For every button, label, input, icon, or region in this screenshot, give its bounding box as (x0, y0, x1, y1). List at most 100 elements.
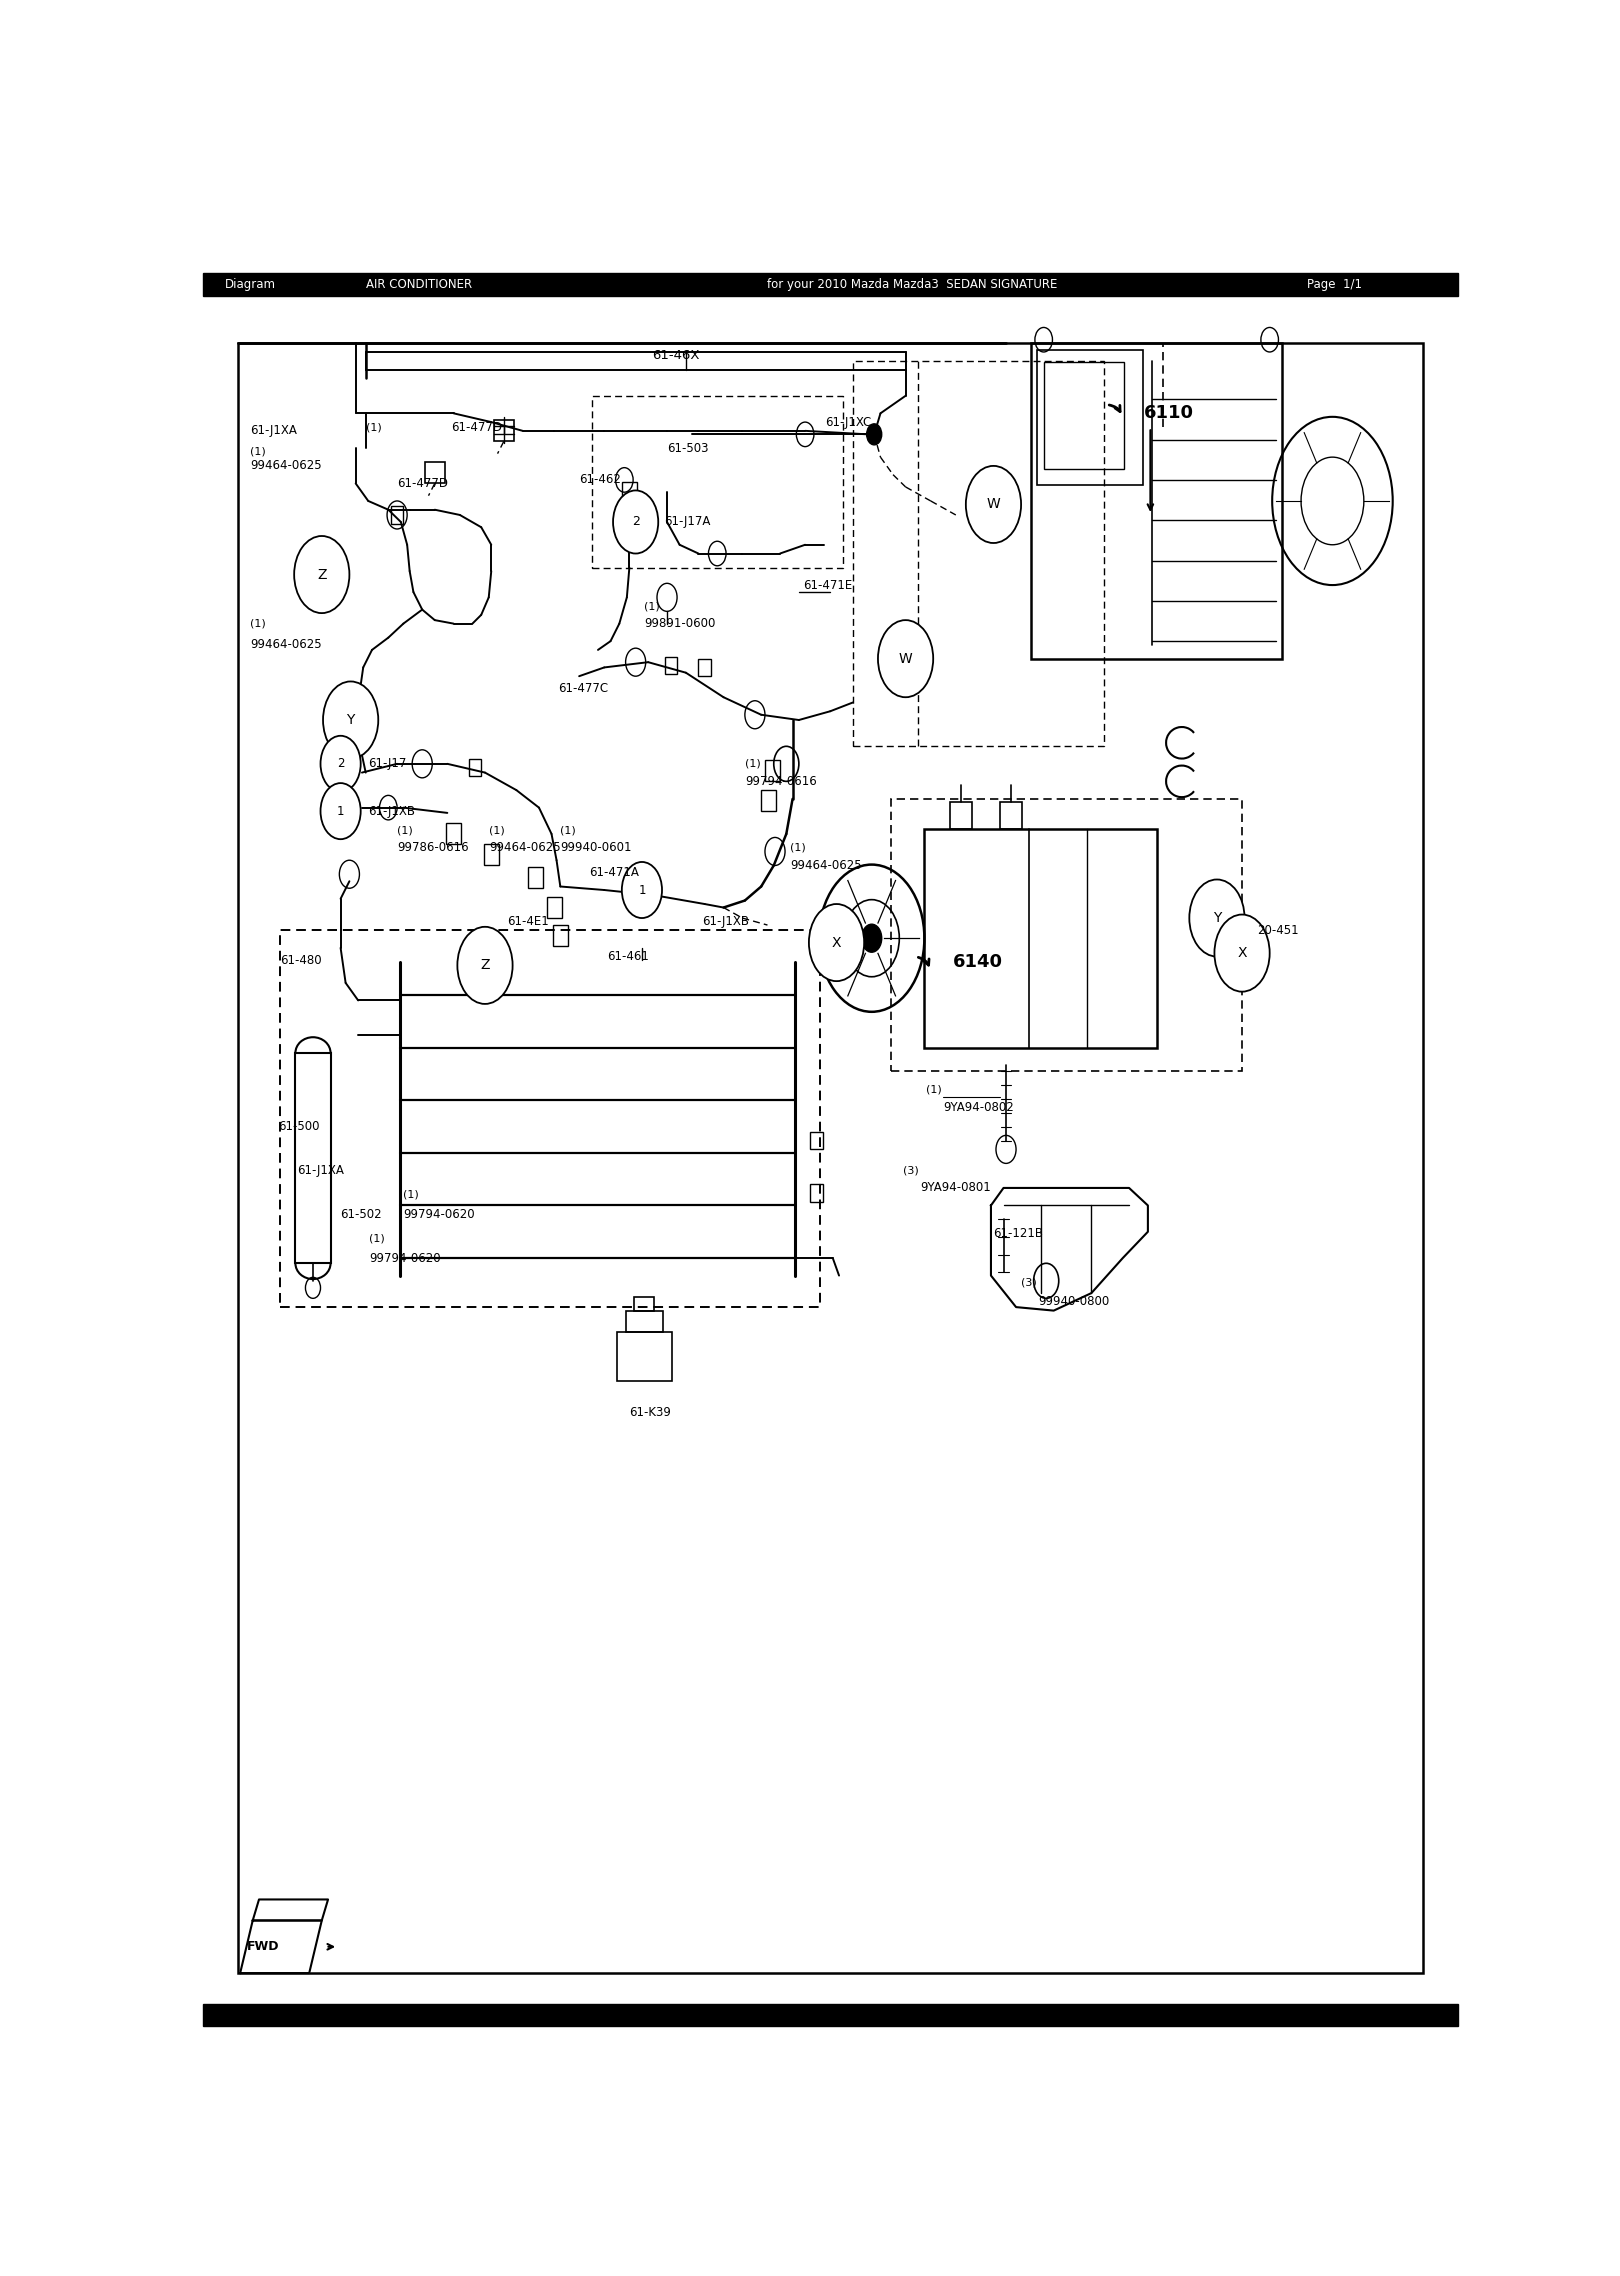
Circle shape (322, 681, 377, 758)
Text: 99794-0620: 99794-0620 (369, 1252, 441, 1265)
Circle shape (457, 926, 512, 1004)
Text: Diagram: Diagram (225, 278, 275, 291)
Text: 61-471A: 61-471A (590, 865, 638, 879)
Text: Y: Y (347, 712, 355, 726)
Text: 61-462: 61-462 (580, 473, 620, 487)
Text: 61-471E: 61-471E (802, 578, 852, 592)
Bar (494, 421, 514, 442)
Circle shape (1189, 879, 1244, 956)
Bar (295, 1054, 330, 1263)
Text: 9YA94-0802: 9YA94-0802 (943, 1102, 1014, 1113)
Text: 99940-0800: 99940-0800 (1038, 1295, 1110, 1309)
Text: 99464-0625: 99464-0625 (249, 637, 322, 651)
Text: 61-J17A: 61-J17A (664, 514, 711, 528)
Bar (852, 362, 1103, 747)
Text: (1): (1) (925, 1086, 941, 1095)
Text: FWD: FWD (246, 1939, 279, 1953)
Text: (1): (1) (366, 423, 381, 432)
Text: (1): (1) (249, 446, 266, 457)
Circle shape (321, 735, 361, 792)
Text: 61-502: 61-502 (340, 1209, 382, 1220)
Text: 61-J17: 61-J17 (368, 758, 407, 769)
Bar (1000, 803, 1022, 828)
Text: (3): (3) (1021, 1277, 1037, 1288)
Bar (552, 924, 569, 947)
Text: (1): (1) (249, 619, 266, 628)
Text: (1): (1) (645, 601, 661, 610)
Text: 61-477D: 61-477D (450, 421, 502, 435)
Text: (1): (1) (489, 826, 504, 835)
Bar (698, 658, 711, 676)
Text: Page  1/1: Page 1/1 (1307, 278, 1362, 291)
Bar (617, 1331, 672, 1382)
Bar (468, 758, 481, 776)
Text: 61-J1XC: 61-J1XC (825, 417, 872, 428)
Bar (202, 273, 1458, 296)
Text: 61-480: 61-480 (280, 954, 322, 967)
Text: 61-J1XA: 61-J1XA (296, 1163, 343, 1177)
Text: 99464-0625: 99464-0625 (791, 858, 862, 872)
Bar (1043, 362, 1124, 469)
Text: 99940-0601: 99940-0601 (561, 842, 632, 854)
Text: Z: Z (318, 567, 327, 583)
Text: 6110: 6110 (1144, 405, 1194, 423)
Bar (949, 803, 972, 828)
Bar (280, 931, 820, 1306)
Text: (1): (1) (745, 758, 761, 769)
Polygon shape (240, 1921, 322, 1973)
Bar (1037, 351, 1142, 485)
Text: 99891-0600: 99891-0600 (645, 617, 716, 630)
Bar (424, 462, 446, 483)
Bar (446, 824, 462, 844)
Text: 99464-0625: 99464-0625 (249, 460, 322, 473)
Circle shape (1215, 915, 1270, 992)
Bar (622, 526, 637, 546)
Bar (925, 828, 1157, 1047)
Circle shape (867, 423, 881, 444)
Bar (810, 1184, 823, 1202)
Polygon shape (253, 1900, 327, 1921)
Text: 1: 1 (638, 883, 646, 897)
Text: 2: 2 (632, 514, 640, 528)
Text: X: X (1238, 947, 1247, 960)
Text: (1): (1) (369, 1234, 386, 1243)
Text: (1): (1) (791, 842, 805, 854)
Circle shape (295, 535, 350, 612)
Text: 61-4E1: 61-4E1 (507, 915, 549, 929)
Text: 20-451: 20-451 (1257, 924, 1299, 938)
Text: 61-J1XB: 61-J1XB (701, 915, 748, 929)
Text: W: W (987, 498, 1000, 512)
Text: 99794-0616: 99794-0616 (745, 774, 816, 787)
Text: 61-503: 61-503 (667, 442, 708, 455)
Circle shape (966, 467, 1021, 544)
Text: (1): (1) (403, 1190, 420, 1199)
Bar (591, 396, 842, 567)
Bar (622, 483, 637, 503)
Circle shape (321, 783, 361, 840)
Text: 9YA94-0801: 9YA94-0801 (920, 1181, 991, 1195)
Text: AIR CONDITIONER: AIR CONDITIONER (366, 278, 471, 291)
Text: (1): (1) (561, 826, 577, 835)
Circle shape (878, 619, 933, 696)
Text: 6140: 6140 (953, 954, 1003, 972)
Bar (390, 505, 403, 523)
Text: 61-J1XB: 61-J1XB (368, 806, 415, 817)
Bar (761, 790, 776, 810)
Text: Y: Y (1213, 910, 1221, 924)
Circle shape (862, 924, 881, 951)
Bar (625, 1311, 663, 1331)
Text: for your 2010 Mazda Mazda3  SEDAN SIGNATURE: for your 2010 Mazda Mazda3 SEDAN SIGNATU… (768, 278, 1058, 291)
Bar (546, 897, 562, 917)
Circle shape (612, 489, 658, 553)
Bar (1032, 344, 1283, 658)
Text: 61-500: 61-500 (279, 1120, 319, 1133)
Text: 99794-0620: 99794-0620 (403, 1209, 475, 1220)
Bar (810, 1131, 823, 1149)
Text: 2: 2 (337, 758, 345, 769)
Bar (664, 658, 677, 674)
Text: 99464-0625: 99464-0625 (489, 842, 561, 854)
Text: 61-477D: 61-477D (397, 478, 449, 489)
Bar (528, 867, 543, 888)
Text: 61-46X: 61-46X (651, 348, 700, 362)
Bar (765, 760, 781, 781)
